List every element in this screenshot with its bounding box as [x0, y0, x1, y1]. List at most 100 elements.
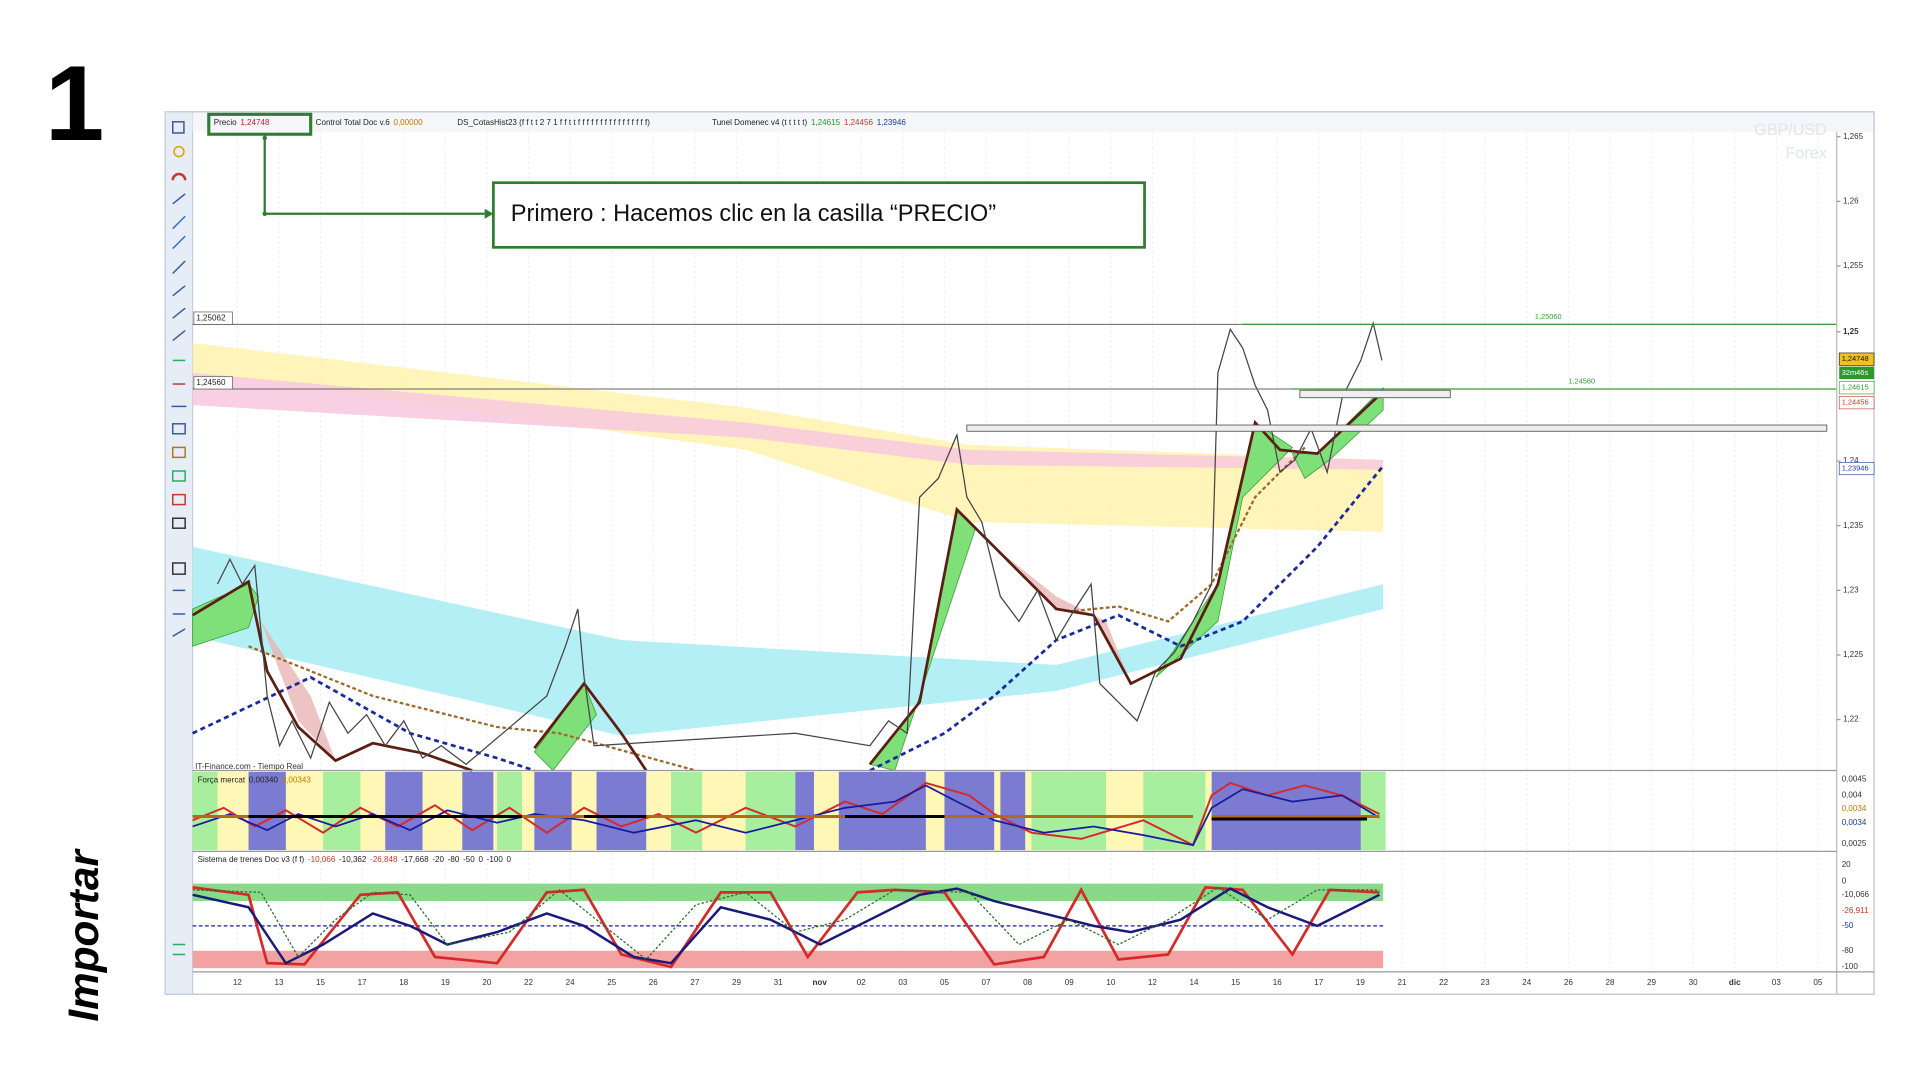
- indicator-title: Sistema de trenes Doc v3 (f f) -10,066 -10…: [198, 855, 512, 864]
- tool-icon[interactable]: [172, 215, 186, 250]
- time-tick-label: 22: [1439, 978, 1448, 987]
- time-tick-label: 12: [233, 978, 242, 987]
- price-tick-label: 1,255: [1843, 261, 1864, 270]
- indicator-tick-label: -10,066: [1842, 890, 1870, 899]
- arrow-head: [484, 208, 494, 219]
- trend-dashed-brown: [248, 446, 1306, 772]
- time-tick-label: 17: [1314, 978, 1323, 987]
- indicator-value: -80: [448, 855, 460, 864]
- indicator-value: 0: [507, 855, 512, 864]
- indicator-value: 0,00340: [249, 776, 279, 785]
- watermark-market: Forex: [1786, 144, 1827, 162]
- time-tick-label: 28: [1605, 978, 1614, 987]
- legend-label: DS_CotasHist23 (f f t t 2 7 1 f f t t f …: [457, 118, 650, 127]
- time-tick-label: 08: [1023, 978, 1032, 987]
- tool-icon[interactable]: [171, 423, 186, 435]
- indicator-tick-label: -80: [1842, 946, 1854, 955]
- time-tick-label: 13: [274, 978, 283, 987]
- time-tick-label: 31: [774, 978, 783, 987]
- tool-icon[interactable]: [171, 172, 187, 181]
- annotation-text: Primero : Hacemos clic en la casilla “PR…: [511, 201, 996, 227]
- price-tag: [1838, 396, 1875, 410]
- indicator-trains: [192, 883, 1384, 969]
- line-label: 1,24560: [196, 378, 226, 387]
- legend-value: 1,24456: [844, 118, 874, 127]
- time-tick-label: 19: [441, 978, 450, 987]
- indicator-value: -10,362: [339, 855, 367, 864]
- legend-item: DS_CotasHist23 (f f t t 2 7 1 f f t t f …: [457, 118, 650, 127]
- zone-red: [192, 950, 1384, 969]
- moving-average: [191, 579, 473, 772]
- time-tick-label: 18: [399, 978, 408, 987]
- tool-icon[interactable]: [172, 193, 186, 205]
- force-blue: [192, 784, 1380, 847]
- toolbar: [164, 111, 194, 995]
- zone-box: [966, 424, 1828, 432]
- indicator-tick-label: 20: [1842, 860, 1851, 869]
- price-tag-label: 1,24748: [1842, 354, 1869, 363]
- price-tag: [1838, 462, 1875, 476]
- tool-icon[interactable]: [171, 493, 186, 506]
- time-tick-label: 21: [1398, 978, 1407, 987]
- legend-bar: [192, 113, 1873, 132]
- price-tick-label: 1,25: [1843, 327, 1859, 336]
- indicator-title: Força mercat 0,00340 0,00343: [198, 776, 312, 785]
- price-tag-label: 32m46s: [1842, 368, 1869, 377]
- time-tick-label: 17: [358, 978, 367, 987]
- price-tag: [1838, 352, 1875, 366]
- indicator-tick-label: 0,004: [1842, 791, 1863, 800]
- price-tag: [1839, 366, 1875, 380]
- arrow-corner: [262, 211, 267, 216]
- tool-icon[interactable]: [171, 562, 186, 575]
- indicator-value: -100: [487, 855, 504, 864]
- price-tag-label: 1,23946: [1842, 464, 1869, 473]
- toolbar-icons: [171, 121, 187, 956]
- step-number: 1: [45, 43, 104, 163]
- legend-label[interactable]: Precio: [214, 118, 237, 127]
- tool-icon[interactable]: [171, 121, 185, 134]
- price-tick-label: 1,26: [1843, 196, 1859, 205]
- moving-average: [533, 681, 648, 772]
- indicator-value: -50: [463, 855, 475, 864]
- price-tick-label: 1,23: [1843, 585, 1859, 594]
- time-tick-label: 23: [1481, 978, 1490, 987]
- legend-item: Control Total Doc v.6 0,00000: [316, 118, 423, 127]
- legend-value: 1,23946: [877, 118, 907, 127]
- time-tick-label: 14: [1190, 978, 1199, 987]
- indicator-value: -20: [432, 855, 444, 864]
- indicator-tick-label: 0: [1842, 876, 1847, 885]
- tool-icon[interactable]: [171, 470, 186, 482]
- legend-value: 1,24615: [811, 118, 841, 127]
- time-tick-label: 19: [1356, 978, 1365, 987]
- time-tick-label: 26: [649, 978, 658, 987]
- price-tick-label: 1,24: [1843, 456, 1859, 465]
- tool-icon[interactable]: [171, 517, 186, 529]
- tool-icon[interactable]: [171, 446, 186, 459]
- stripes-purple: [248, 771, 1361, 851]
- time-tick-label: 02: [857, 978, 866, 987]
- time-tick-label: 20: [482, 978, 491, 987]
- indicator-force: [192, 771, 1386, 851]
- moving-average: [868, 390, 1385, 766]
- legend-value[interactable]: 1,24748: [240, 118, 270, 127]
- tool-icon[interactable]: [172, 589, 186, 637]
- tool-icon[interactable]: [172, 260, 186, 342]
- tool-icon[interactable]: [173, 145, 185, 158]
- price-tick-label: 1,225: [1843, 650, 1864, 659]
- time-tick-label: 03: [1772, 978, 1781, 987]
- price-tag-label: 1,24615: [1842, 383, 1869, 392]
- time-tick-label: 30: [1689, 978, 1698, 987]
- indicator-value: -17,668: [401, 855, 429, 864]
- force-black: [248, 815, 1367, 821]
- tool-icon[interactable]: [172, 943, 186, 956]
- line-tag: 1,25060: [1535, 312, 1562, 321]
- legend-item[interactable]: Precio 1,24748: [214, 118, 270, 127]
- indicator-tick-label: -50: [1842, 921, 1854, 930]
- price-tick-label: 1,265: [1843, 132, 1864, 141]
- time-tick-label: 15: [1231, 978, 1240, 987]
- legend-label: Tunel Domenec v4 (t t t t t): [712, 118, 807, 127]
- indicator-value: -26,848: [370, 855, 398, 864]
- line-label-box: [193, 311, 233, 325]
